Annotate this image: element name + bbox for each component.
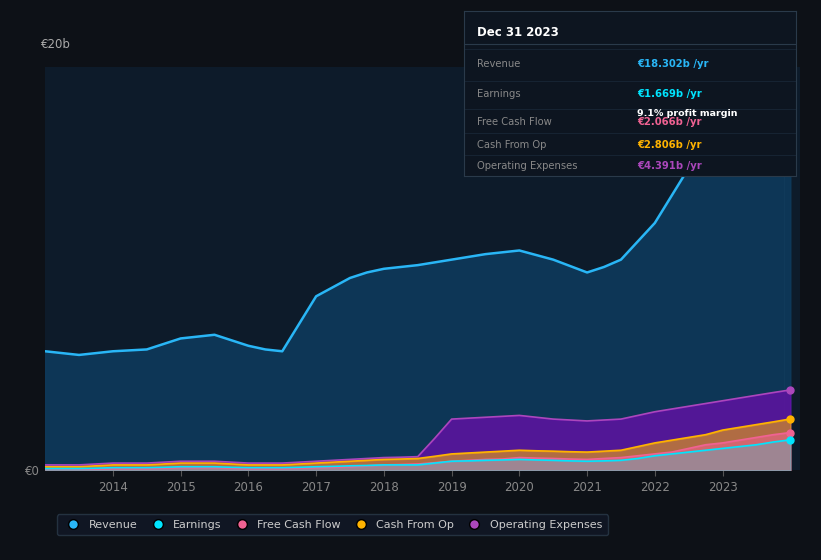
Text: €4.391b /yr: €4.391b /yr	[637, 161, 701, 171]
Text: €18.302b /yr: €18.302b /yr	[637, 59, 709, 69]
Text: €2.066b /yr: €2.066b /yr	[637, 117, 701, 127]
Text: €1.669b /yr: €1.669b /yr	[637, 89, 701, 99]
Text: Cash From Op: Cash From Op	[477, 140, 547, 150]
Text: Earnings: Earnings	[477, 89, 521, 99]
Text: Dec 31 2023: Dec 31 2023	[477, 26, 559, 39]
Text: Revenue: Revenue	[477, 59, 521, 69]
Text: 9.1% profit margin: 9.1% profit margin	[637, 109, 737, 118]
Text: €2.806b /yr: €2.806b /yr	[637, 140, 701, 150]
Text: €20b: €20b	[41, 38, 71, 51]
Text: Free Cash Flow: Free Cash Flow	[477, 117, 552, 127]
Text: Operating Expenses: Operating Expenses	[477, 161, 578, 171]
Legend: Revenue, Earnings, Free Cash Flow, Cash From Op, Operating Expenses: Revenue, Earnings, Free Cash Flow, Cash …	[57, 514, 608, 535]
